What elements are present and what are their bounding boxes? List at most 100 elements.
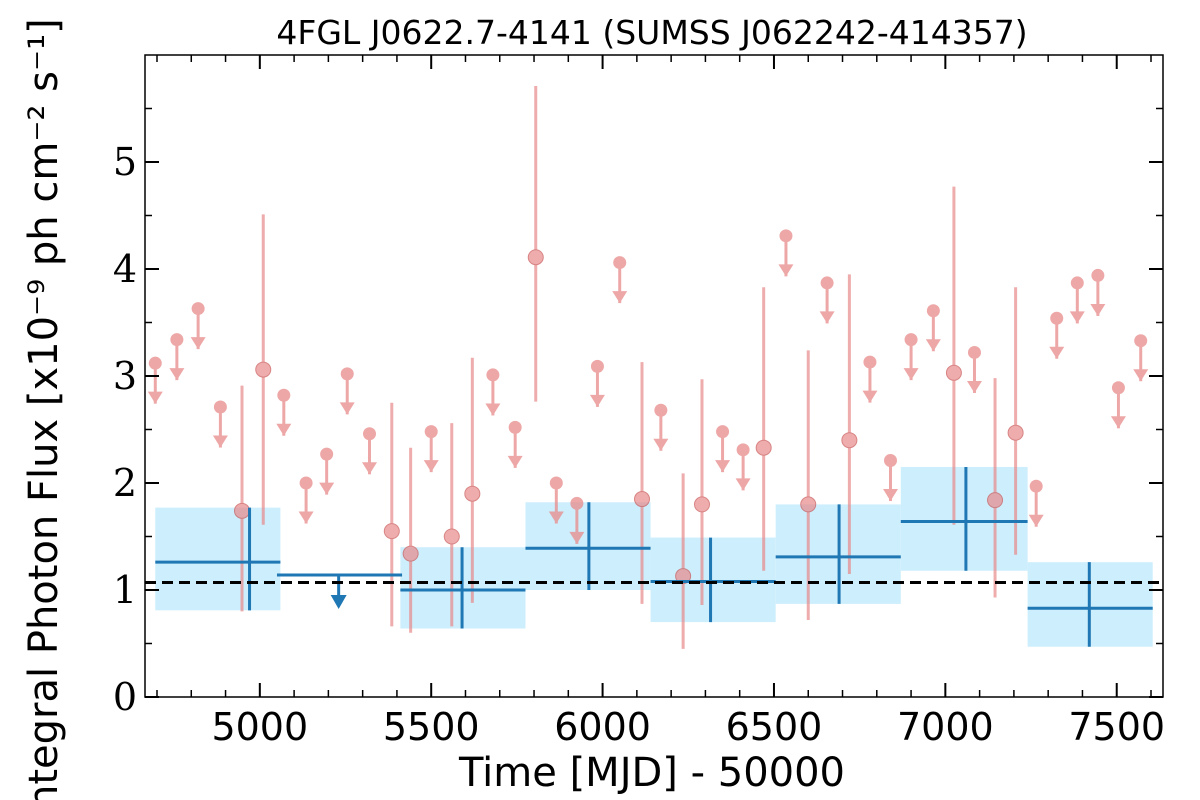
short-bin-upper-limit	[883, 454, 899, 502]
upper-limit-marker	[779, 229, 793, 243]
short-bin-upper-limit	[1110, 381, 1126, 429]
y-tick-label: 2	[113, 461, 137, 505]
upper-limit-marker	[340, 367, 354, 381]
short-bin-upper-limit	[507, 420, 523, 468]
short-bin-upper-limit	[1028, 479, 1044, 527]
upper-limit-arrow	[819, 311, 835, 324]
short-bin-marker	[234, 502, 251, 519]
short-bin-marker	[255, 361, 272, 378]
short-bin-upper-limit	[190, 302, 206, 350]
short-bin-upper-limit	[925, 304, 941, 352]
upper-limit-arrow	[1069, 311, 1085, 324]
upper-limit-arrow	[423, 460, 439, 473]
upper-limit-marker	[613, 256, 627, 270]
short-bin-upper-limit	[548, 476, 564, 524]
short-bin-point	[402, 447, 419, 633]
upper-limit-arrow	[1049, 346, 1065, 359]
short-bin-point	[755, 287, 772, 571]
short-bin-point	[527, 86, 544, 402]
chart-title: 4FGL J0622.7-4141 (SUMSS J062242-414357)	[276, 13, 1027, 52]
upper-limit-arrow	[612, 291, 628, 304]
upper-limit-arrow	[548, 511, 564, 524]
upper-limit-marker	[1070, 276, 1084, 290]
upper-limit-arrow	[1090, 303, 1106, 316]
upper-limit-arrow	[925, 339, 941, 352]
short-bin-point	[800, 350, 817, 620]
upper-limit-marker	[213, 400, 227, 414]
short-bin-upper-limit	[966, 345, 982, 393]
short-bin-marker	[527, 249, 544, 266]
upper-limit-arrow	[190, 337, 206, 350]
upper-limit-arrow	[147, 391, 163, 404]
short-bin-upper-limit	[319, 447, 335, 495]
upper-limit-marker	[170, 333, 184, 347]
short-bin-point	[383, 402, 400, 627]
upper-limit-marker	[590, 359, 604, 373]
y-tick-label: 5	[113, 140, 137, 184]
x-tick-label: 7000	[897, 705, 994, 749]
long-bin-upper-limit-arrow	[330, 594, 347, 609]
upper-limit-marker	[926, 304, 940, 318]
short-bin-marker	[443, 528, 460, 545]
upper-limit-arrow	[1028, 514, 1044, 527]
upper-limit-arrow	[298, 511, 314, 524]
short-bin-point	[987, 378, 1004, 598]
short-bin-upper-limit	[298, 476, 314, 524]
short-bin-point	[841, 274, 858, 574]
upper-limit-marker	[148, 356, 162, 370]
upper-limit-marker	[654, 403, 668, 417]
upper-limit-arrow	[778, 264, 794, 277]
upper-limit-arrow	[507, 455, 523, 468]
upper-limit-arrow	[569, 531, 585, 544]
short-bin-marker	[841, 432, 858, 449]
upper-limit-marker	[736, 443, 750, 457]
upper-limit-marker	[1050, 311, 1064, 325]
short-bin-marker	[755, 439, 772, 456]
short-bin-upper-limit	[612, 256, 628, 304]
upper-limit-marker	[424, 425, 438, 439]
upper-limit-arrow	[1133, 369, 1149, 382]
y-axis-label: Integral Photon Flux [x10⁻⁹ ph cm⁻² s⁻¹]	[21, 18, 67, 800]
upper-limit-arrow	[212, 435, 228, 448]
short-bin-upper-limit	[569, 496, 585, 544]
short-bin-upper-limit	[589, 359, 605, 407]
short-bin-marker	[402, 545, 419, 562]
upper-limit-marker	[1111, 381, 1125, 395]
short-bin-marker	[1007, 424, 1024, 441]
short-bin-marker	[945, 364, 962, 381]
short-bin-upper-limit	[1090, 268, 1106, 316]
short-bin-upper-limit	[735, 443, 751, 491]
upper-limit-marker	[1029, 479, 1043, 493]
upper-limit-marker	[820, 276, 834, 290]
short-bin-point	[634, 362, 651, 604]
short-bin-marker	[634, 491, 651, 508]
x-tick-label: 5000	[211, 705, 308, 749]
x-axis-label: Time [MJD] - 50000	[458, 750, 845, 796]
short-bin-marker	[800, 496, 817, 513]
short-bin-point	[443, 423, 460, 627]
upper-limit-arrow	[362, 462, 378, 475]
y-tick-label: 1	[113, 568, 137, 612]
upper-limit-arrow	[169, 368, 185, 381]
short-bin-upper-limit	[1049, 311, 1065, 359]
y-tick-label: 3	[113, 354, 137, 398]
upper-limit-marker	[904, 333, 918, 347]
upper-limit-arrow	[339, 402, 355, 415]
short-bin-point	[1007, 287, 1024, 555]
short-bin-upper-limit	[778, 229, 794, 277]
upper-limit-arrow	[715, 460, 731, 473]
long-bin-band	[900, 466, 1028, 571]
upper-limit-marker	[363, 427, 377, 441]
upper-limit-marker	[486, 368, 500, 382]
short-bin-upper-limit	[1133, 334, 1149, 382]
upper-limit-arrow	[883, 489, 899, 502]
short-bin-upper-limit	[423, 425, 439, 473]
short-bin-marker	[693, 496, 710, 513]
short-bin-point	[675, 473, 692, 649]
short-bin-upper-limit	[485, 368, 501, 416]
plot-area	[145, 86, 1163, 649]
upper-limit-marker	[1134, 334, 1148, 348]
short-bin-marker	[383, 523, 400, 540]
y-tick-label: 4	[113, 247, 137, 291]
